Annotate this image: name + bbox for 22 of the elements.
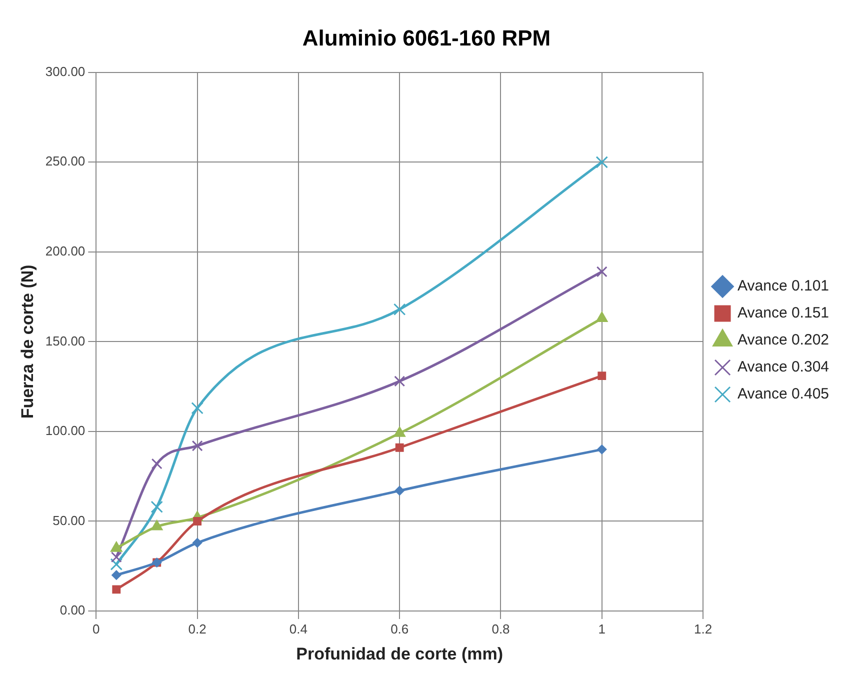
y-tick-label: 0.00 bbox=[60, 602, 86, 618]
x-tick-label: 0.4 bbox=[289, 621, 308, 636]
y-tick-label: 200.00 bbox=[45, 244, 86, 259]
chart-title: Aluminio 6061-160 RPM bbox=[302, 25, 551, 50]
y-tick-label: 300.00 bbox=[45, 64, 86, 79]
x-tick-label: 0 bbox=[92, 621, 100, 636]
x-tick-label: 0.8 bbox=[492, 621, 510, 636]
y-tick-label: 100.00 bbox=[45, 423, 86, 438]
legend-label: Avance 0.151 bbox=[738, 304, 830, 322]
x-tick-label: 1.2 bbox=[694, 621, 712, 636]
y-tick-label: 50.00 bbox=[52, 512, 86, 528]
x-tick-label: 0.2 bbox=[188, 621, 206, 636]
x-tick-label: 1 bbox=[598, 621, 606, 636]
x-tick-label: 0.6 bbox=[390, 621, 409, 636]
x-axis-title: Profunidad de corte (mm) bbox=[296, 644, 504, 664]
legend-label: Avance 0.101 bbox=[738, 278, 830, 295]
y-axis-title: Fuerza de corte (N) bbox=[18, 264, 37, 419]
y-tick-label: 250.00 bbox=[45, 154, 86, 169]
legend-label: Avance 0.304 bbox=[738, 358, 830, 376]
y-tick-label: 150.00 bbox=[45, 333, 86, 348]
legend-label: Avance 0.405 bbox=[738, 386, 830, 403]
legend-label: Avance 0.202 bbox=[738, 332, 830, 349]
